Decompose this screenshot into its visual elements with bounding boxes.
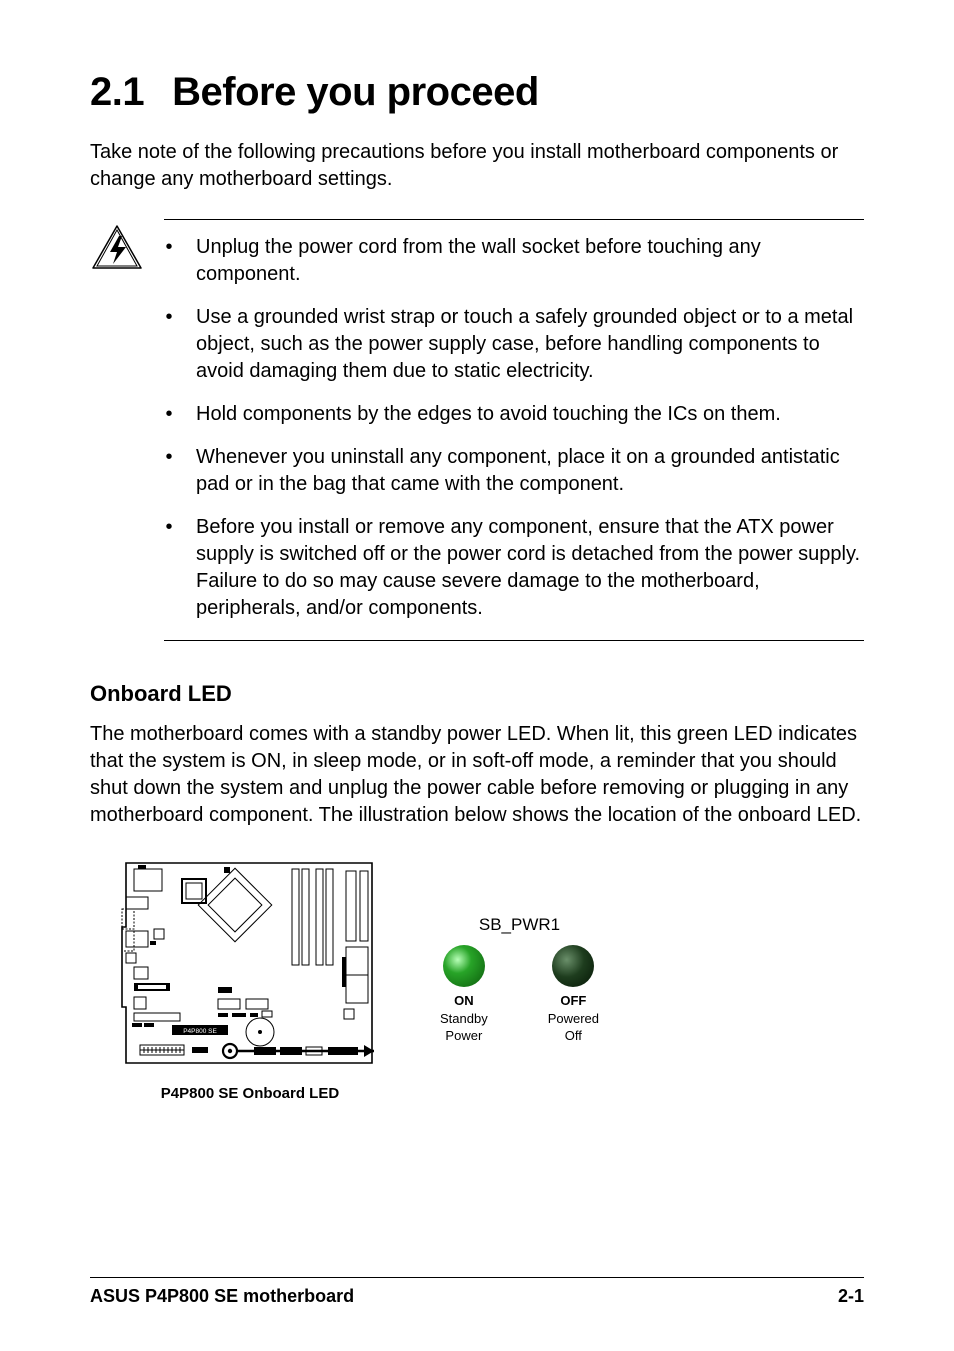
bullet-text: Hold components by the edges to avoid to… xyxy=(196,401,864,428)
board-model-label: P4P800 SE xyxy=(183,1028,217,1035)
motherboard-diagram: P4P800 SE xyxy=(120,857,380,1102)
footer-left: ASUS P4P800 SE motherboard xyxy=(90,1286,354,1307)
led-on-line1: Standby xyxy=(440,1011,488,1027)
led-legend: SB_PWR1 ON Standby Power OFF Powered Off xyxy=(440,915,599,1044)
section-body: The motherboard comes with a standby pow… xyxy=(90,721,864,829)
title-text: Before you proceed xyxy=(172,70,539,114)
bullet-item: •Before you install or remove any compon… xyxy=(164,514,864,622)
intro-paragraph: Take note of the following precautions b… xyxy=(90,139,864,193)
led-off-item: OFF Powered Off xyxy=(548,945,599,1044)
footer-right: 2-1 xyxy=(838,1286,864,1307)
bullet-item: • Use a grounded wrist strap or touch a s… xyxy=(164,304,864,385)
page-title: 2.1 Before you proceed xyxy=(90,70,864,115)
led-pair: ON Standby Power OFF Powered Off xyxy=(440,945,599,1044)
bullet-marker: • xyxy=(164,444,174,498)
bullet-text: Before you install or remove any compone… xyxy=(196,514,864,622)
section-heading: Onboard LED xyxy=(90,681,864,707)
led-on-line2: Power xyxy=(445,1028,482,1044)
bullet-marker: • xyxy=(164,514,174,622)
bullet-marker: • xyxy=(164,234,174,288)
bullet-item: • Unplug the power cord from the wall soc… xyxy=(164,234,864,288)
led-on-icon xyxy=(443,945,485,987)
led-off-line1: Powered xyxy=(548,1011,599,1027)
bullet-marker: • xyxy=(164,401,174,428)
led-off-line2: Off xyxy=(565,1028,582,1044)
bullet-marker: • xyxy=(164,304,174,385)
page-footer: ASUS P4P800 SE motherboard 2-1 xyxy=(90,1277,864,1307)
bullet-text: Unplug the power cord from the wall sock… xyxy=(196,234,864,288)
bullet-text: Use a grounded wrist strap or touch a sa… xyxy=(196,304,864,385)
led-on-item: ON Standby Power xyxy=(440,945,488,1044)
warning-block: • Unplug the power cord from the wall soc… xyxy=(90,219,864,641)
warning-list: • Unplug the power cord from the wall soc… xyxy=(164,219,864,641)
led-header-label: SB_PWR1 xyxy=(479,915,560,935)
bullet-item: • Hold components by the edges to avoid t… xyxy=(164,401,864,428)
bullet-text: Whenever you uninstall any component, pl… xyxy=(196,444,864,498)
diagram-caption: P4P800 SE Onboard LED xyxy=(161,1085,339,1102)
diagram-row: P4P800 SE xyxy=(120,857,864,1102)
title-number: 2.1 xyxy=(90,70,144,115)
bullet-item: • Whenever you uninstall any component, p… xyxy=(164,444,864,498)
page: 2.1 Before you proceed Take note of the f… xyxy=(0,0,954,1351)
led-on-state: ON xyxy=(454,993,474,1009)
warning-icon xyxy=(90,223,144,278)
led-off-state: OFF xyxy=(560,993,586,1009)
led-off-icon xyxy=(552,945,594,987)
